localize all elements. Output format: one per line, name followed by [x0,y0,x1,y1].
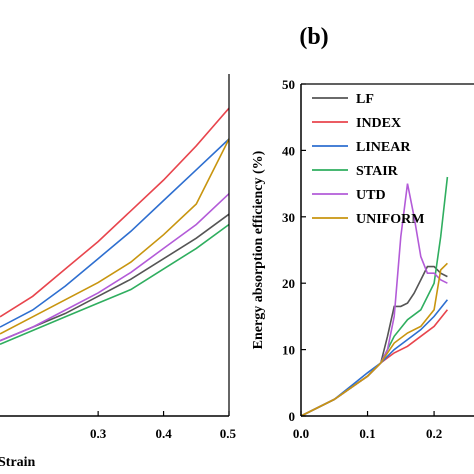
panel-b-label: (b) [299,24,328,50]
panel-b-y-tick-label: 20 [282,276,295,291]
panel-b-y-tick-label: 10 [282,343,295,358]
panel-a-x-tick-label: 0.5 [220,426,237,441]
legend-entry-lf: LF [312,92,374,107]
panel-a-series-line-uniform [0,138,230,335]
panel-b-x-tick-label: 0.0 [293,426,309,441]
legend-label: INDEX [356,116,401,131]
panel-a-series-line-utd [0,193,230,342]
panel-a-x-tick-label: 0.4 [155,426,172,441]
panel-b-series-line-uniform [300,262,448,417]
panel-a-x-axis-label: Strain [0,455,36,470]
panel-b-y-tick-label: 40 [282,143,295,158]
legend-entry-utd: UTD [312,188,386,203]
panel-b-legend: LF INDEX LINEAR STAIR UTD UNIFORM [312,92,424,227]
panel-a-series-line-index [0,107,230,318]
panel-a-series-lines [0,107,230,345]
panel-b-x-tick-label: 0.2 [426,426,442,441]
legend-label: STAIR [356,164,399,179]
legend-label: UNIFORM [356,212,424,227]
panel-a-x-tick-label: 0.3 [90,426,107,441]
legend-label: LF [356,92,374,107]
legend-entry-uniform: UNIFORM [312,212,424,227]
panel-b-y-axis-label: Energy absorption efficiency (%) [251,150,266,349]
panel-b-y-tick-label: 30 [282,210,295,225]
panel-a-chart: 0.3 0.4 0.5 Strain [0,74,237,470]
panel-a-series-line-lf [0,213,230,342]
panel-b-y-ticks: 0 10 20 30 40 50 [282,77,306,424]
panel-b-series-lines [300,176,449,417]
panel-a-series-line-linear [0,138,230,328]
legend-entry-linear: LINEAR [312,140,411,155]
panel-a-series-line-stair [0,223,230,345]
panel-b-y-tick-label: 0 [289,409,296,424]
panel-a-x-ticks: 0.3 0.4 0.5 [90,411,237,441]
panel-b-y-tick-label: 50 [282,77,295,92]
panel-b-chart: (b) 0 10 20 30 40 50 0.0 0.1 0.2 Energy absorpt… [251,24,474,441]
panel-b-series-line-lf [300,265,448,417]
panel-b-x-tick-label: 0.1 [359,426,375,441]
panel-b-x-ticks: 0.0 0.1 0.2 [293,411,442,441]
legend-entry-stair: STAIR [312,164,399,179]
legend-label: LINEAR [356,140,411,155]
legend-label: UTD [356,188,386,203]
panel-b-series-line-linear [300,299,449,417]
legend-entry-index: INDEX [312,116,401,131]
